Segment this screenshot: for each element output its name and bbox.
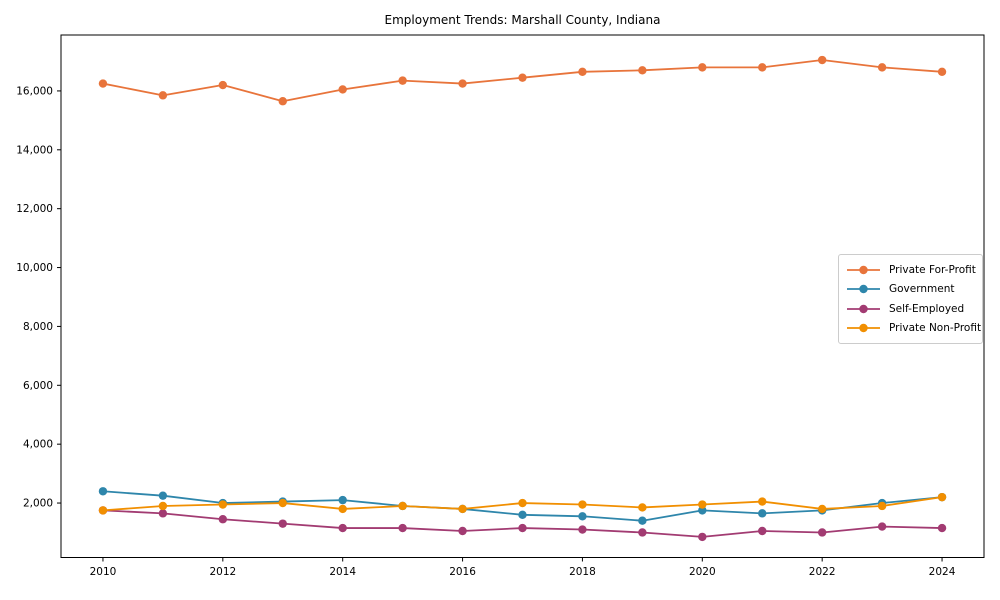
svg-text:2010: 2010 [90, 566, 117, 578]
legend: Private For-Profit Government Self-Emplo… [838, 254, 983, 344]
legend-label-government: Government [889, 283, 955, 296]
svg-text:2022: 2022 [809, 566, 836, 578]
svg-text:2014: 2014 [329, 566, 356, 578]
svg-text:2,000: 2,000 [23, 498, 53, 510]
svg-text:8,000: 8,000 [23, 321, 53, 333]
svg-text:16,000: 16,000 [16, 85, 53, 97]
svg-text:6,000: 6,000 [23, 380, 53, 392]
legend-label-private-for-profit: Private For-Profit [889, 263, 976, 276]
legend-marker-private-non-profit [847, 324, 880, 333]
svg-text:12,000: 12,000 [16, 203, 53, 215]
legend-item-private-non-profit: Private Non-Profit [846, 322, 981, 334]
legend-marker-private-for-profit [847, 265, 880, 274]
legend-label-private-non-profit: Private Non-Profit [889, 322, 982, 335]
svg-text:2020: 2020 [689, 566, 716, 578]
legend-marker-government [847, 285, 880, 294]
svg-text:2016: 2016 [449, 566, 476, 578]
legend-item-private-for-profit: Private For-Profit [846, 263, 976, 276]
svg-text:2024: 2024 [929, 566, 956, 578]
svg-text:14,000: 14,000 [16, 144, 53, 156]
svg-text:2012: 2012 [209, 566, 236, 578]
legend-label-self-employed: Self-Employed [889, 302, 965, 315]
svg-text:10,000: 10,000 [16, 262, 53, 274]
chart-title: Employment Trends: Marshall County, Indi… [384, 13, 661, 27]
legend-item-government: Government [846, 283, 975, 295]
svg-text:2018: 2018 [569, 566, 596, 578]
legend-marker-self-employed [847, 304, 880, 313]
legend-item-self-employed: Self-Employed [846, 303, 975, 315]
svg-text:4,000: 4,000 [23, 439, 53, 451]
